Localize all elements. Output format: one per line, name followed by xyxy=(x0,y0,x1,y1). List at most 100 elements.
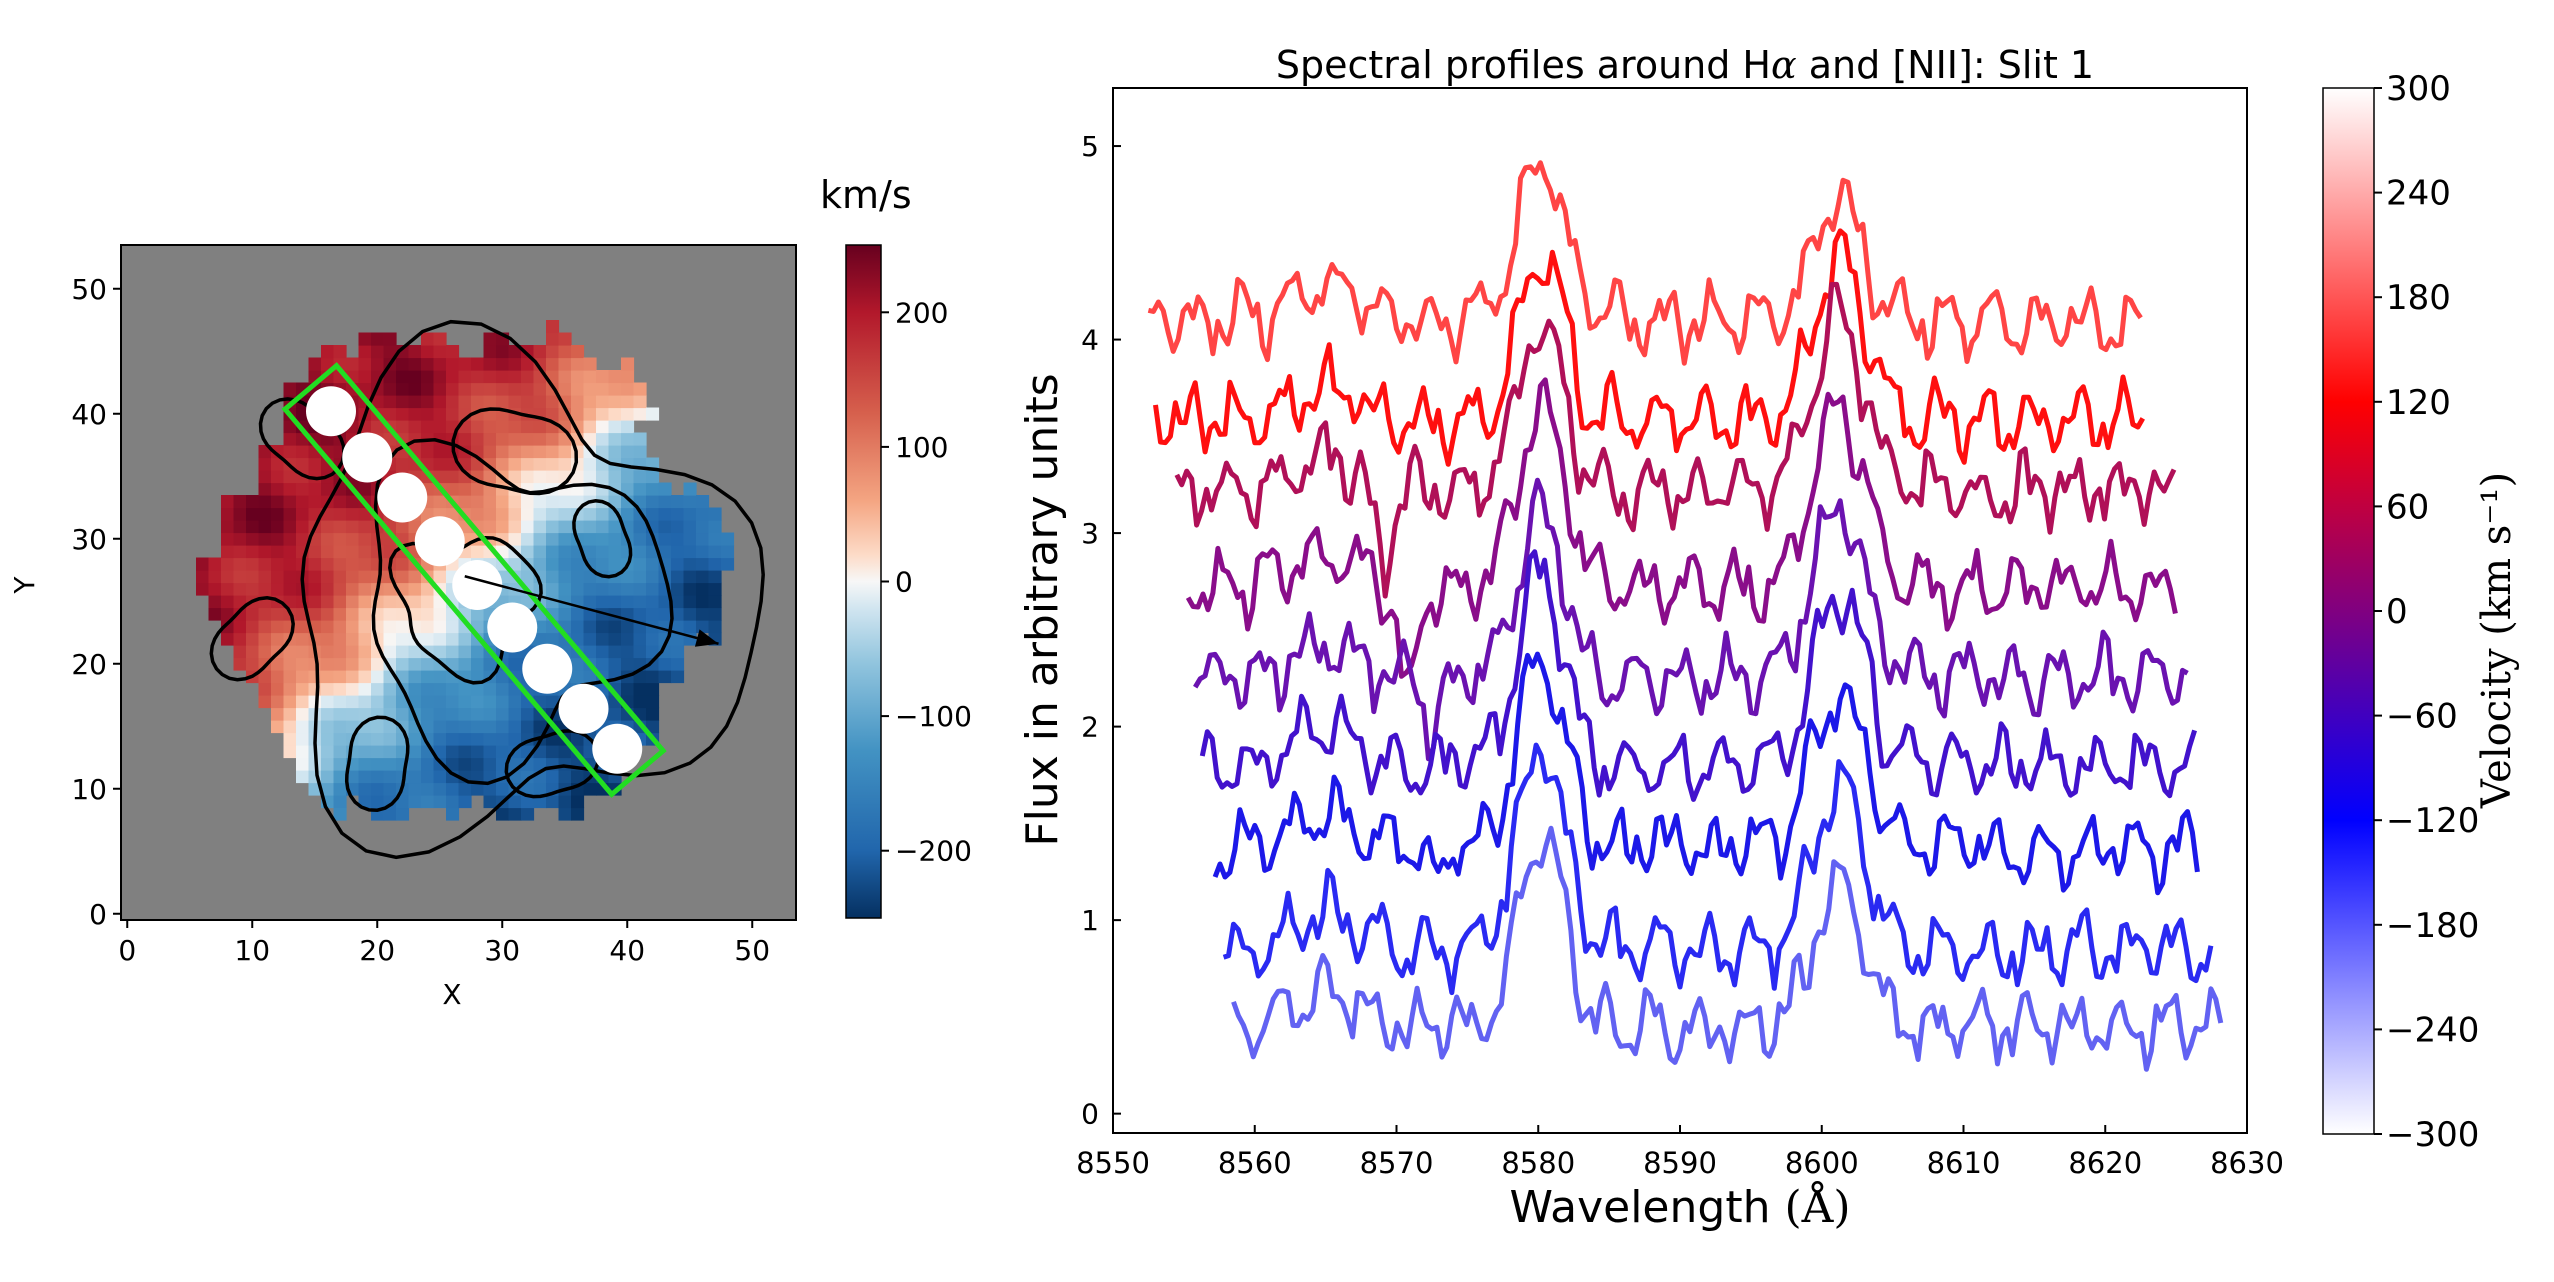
map-pixel xyxy=(683,520,697,534)
map-pixel xyxy=(483,382,497,396)
spectra-x-tick-label: 8560 xyxy=(1218,1146,1292,1180)
map-pixel xyxy=(671,532,685,546)
map-pixel xyxy=(721,545,735,559)
map-pixel xyxy=(558,495,572,509)
map-pixel xyxy=(521,470,535,484)
map-pixel xyxy=(533,357,547,371)
map-pixel xyxy=(496,807,510,821)
map-pixel xyxy=(446,507,460,521)
map-pixel xyxy=(246,657,260,671)
map-pixel xyxy=(358,345,372,359)
map-pixel xyxy=(508,495,522,509)
map-pixel xyxy=(521,420,535,434)
map-pixel xyxy=(371,795,385,809)
map-pixel xyxy=(496,395,510,409)
map-pixel xyxy=(483,457,497,471)
map-pixel xyxy=(596,407,610,421)
map-pixel xyxy=(483,745,497,759)
map-pixel xyxy=(233,520,247,534)
map-pixel xyxy=(358,607,372,621)
map-pixel xyxy=(233,570,247,584)
map-pixel xyxy=(446,345,460,359)
map-pixel xyxy=(271,632,285,646)
map-pixel xyxy=(521,345,535,359)
map-pixel xyxy=(546,520,560,534)
map-pixel xyxy=(421,657,435,671)
map-pixel xyxy=(546,445,560,459)
map-pixel xyxy=(458,482,472,496)
map-pixel xyxy=(546,745,560,759)
map-pixel xyxy=(533,557,547,571)
map-pixel xyxy=(646,645,660,659)
map-pixel xyxy=(333,745,347,759)
map-pixel xyxy=(396,570,410,584)
map-pixel xyxy=(546,395,560,409)
spectra-title: Spectral profiles around Hα and [NII]: S… xyxy=(1276,43,2094,87)
map-pixel xyxy=(283,695,297,709)
spectrum-line xyxy=(1174,281,2177,599)
map-pixel xyxy=(521,457,535,471)
map-pixel xyxy=(571,807,585,821)
spectra-x-tick-label: 8570 xyxy=(1360,1146,1434,1180)
map-pixel xyxy=(296,657,310,671)
map-pixel xyxy=(596,632,610,646)
map-pixel xyxy=(421,620,435,634)
map-pixel xyxy=(358,532,372,546)
map-pixel xyxy=(521,545,535,559)
map-pixel xyxy=(433,707,447,721)
map-pixel xyxy=(358,670,372,684)
map-pixel xyxy=(583,520,597,534)
map-pixel xyxy=(233,545,247,559)
map-pixel xyxy=(596,432,610,446)
map-pixel xyxy=(296,520,310,534)
map-pixel xyxy=(308,545,322,559)
map-pixel xyxy=(433,357,447,371)
map-pixel xyxy=(546,507,560,521)
map-arrow-head xyxy=(694,629,719,647)
map-pixel xyxy=(358,332,372,346)
map-pixel xyxy=(458,657,472,671)
map-pixel xyxy=(571,670,585,684)
map-contour xyxy=(572,499,633,579)
map-pixel xyxy=(333,695,347,709)
map-pixel xyxy=(583,595,597,609)
map-pixel xyxy=(283,470,297,484)
map-pixel xyxy=(696,532,710,546)
map-pixel xyxy=(633,432,647,446)
map-pixel xyxy=(508,657,522,671)
map-pixel xyxy=(496,682,510,696)
map-pixel xyxy=(558,757,572,771)
map-pixel xyxy=(458,432,472,446)
map-pixel xyxy=(496,745,510,759)
map-pixel xyxy=(571,382,585,396)
map-pixel xyxy=(633,607,647,621)
spectra-colorbar-ticks: 300 240 180 120 60 0 −60 −120 −180 −240 −300 xyxy=(2374,69,2479,1155)
map-pixel xyxy=(646,670,660,684)
map-pixel xyxy=(321,570,335,584)
map-pixel xyxy=(521,707,535,721)
map-pixel xyxy=(358,732,372,746)
map-pixel xyxy=(571,795,585,809)
map-pixel xyxy=(533,720,547,734)
map-pixel xyxy=(233,607,247,621)
map-pixel xyxy=(333,645,347,659)
map-pixel xyxy=(283,682,297,696)
map-pixel xyxy=(508,370,522,384)
map-pixel xyxy=(458,732,472,746)
map-pixel xyxy=(458,695,472,709)
map-pixel xyxy=(596,507,610,521)
map-pixel xyxy=(346,670,360,684)
map-pixel xyxy=(283,532,297,546)
map-contour xyxy=(344,715,410,812)
map-pixel xyxy=(321,720,335,734)
map-pixel xyxy=(296,732,310,746)
map-pixel xyxy=(346,507,360,521)
map-pixel xyxy=(583,532,597,546)
map-pixel xyxy=(421,595,435,609)
map-pixel xyxy=(246,532,260,546)
map-pixel xyxy=(533,395,547,409)
map-pixel xyxy=(221,570,235,584)
map-pixel xyxy=(471,682,485,696)
map-pixel xyxy=(608,582,622,596)
map-pixel xyxy=(658,657,672,671)
